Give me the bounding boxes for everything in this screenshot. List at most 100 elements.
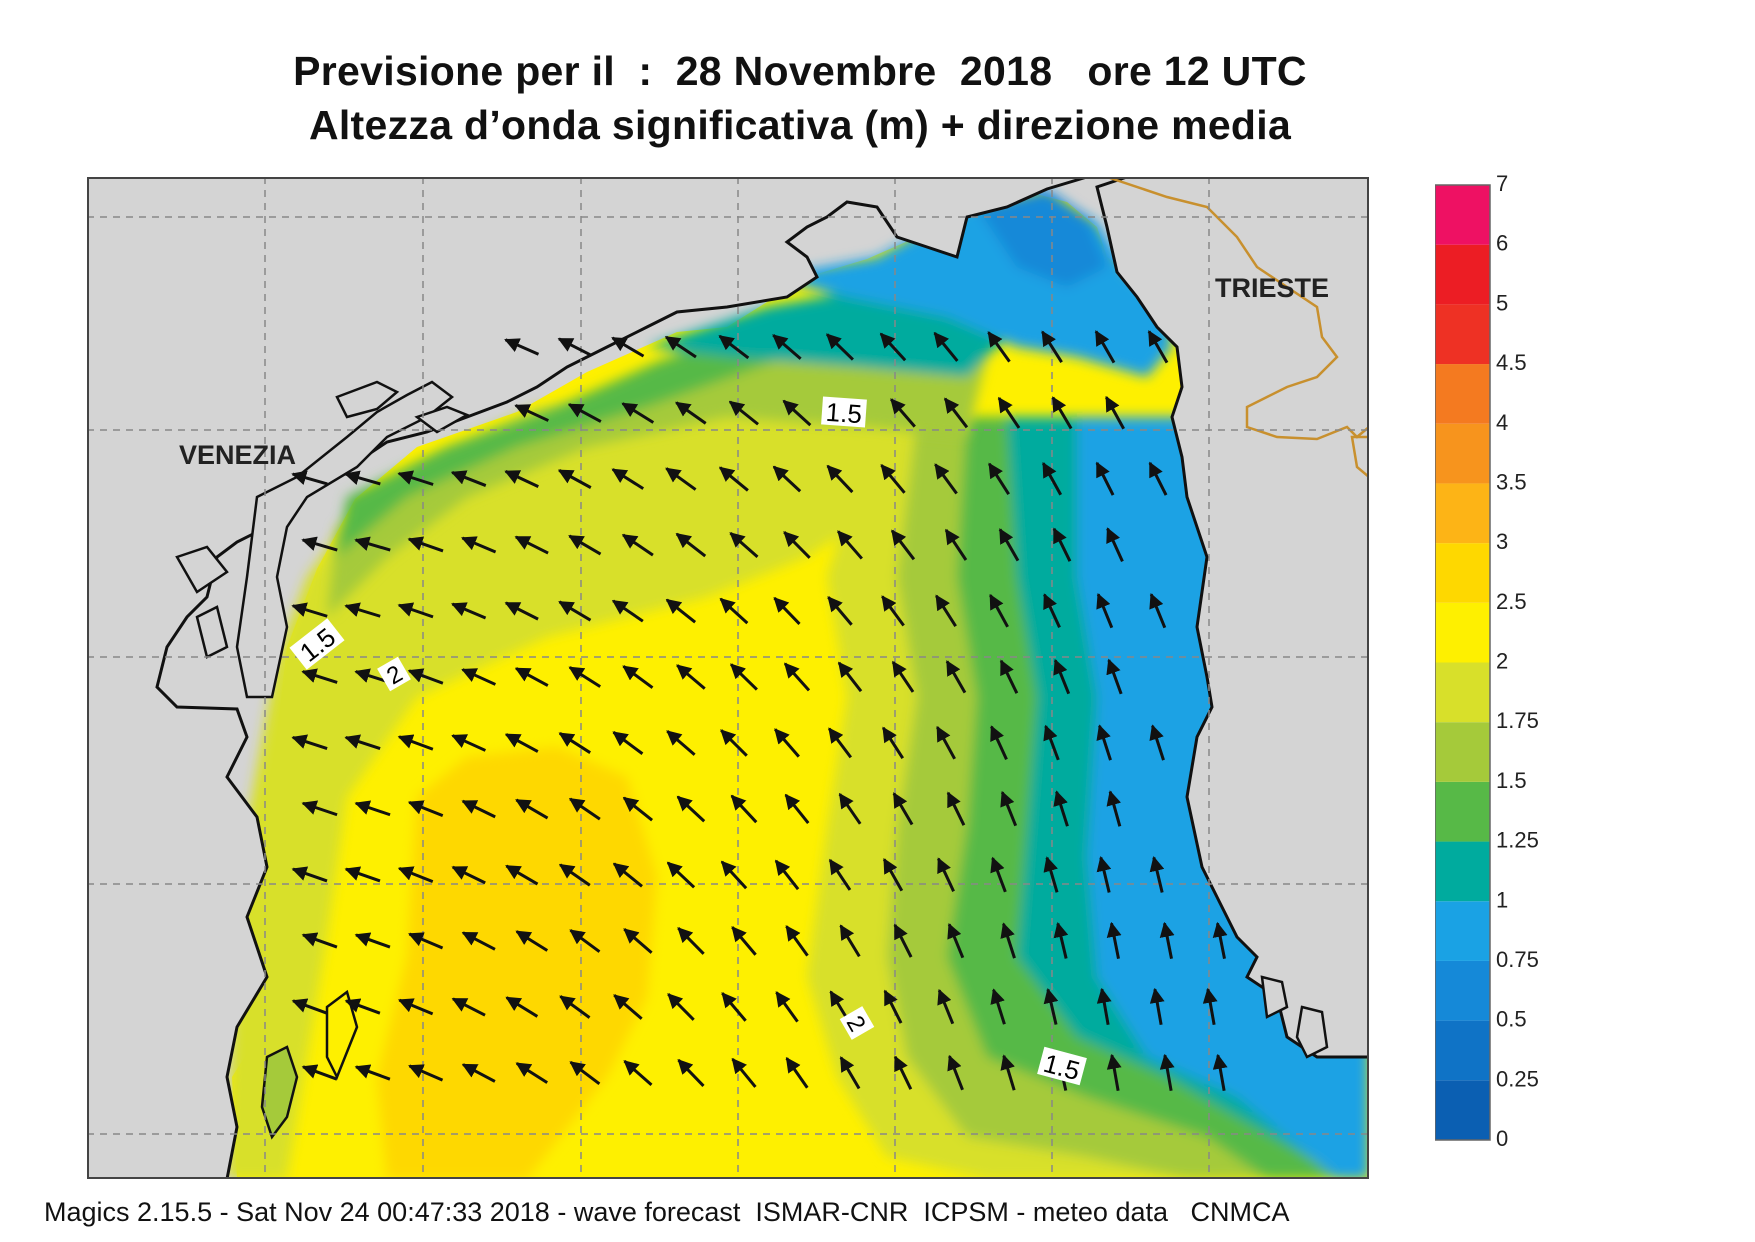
map-frame xyxy=(87,177,1369,1179)
wave-direction-arrow xyxy=(397,998,434,1016)
wave-direction-arrow xyxy=(827,596,853,626)
wave-direction-arrow xyxy=(621,402,655,424)
lagoon-island xyxy=(414,405,470,434)
wave-direction-arrow xyxy=(772,334,802,360)
legend-tick-label: 5 xyxy=(1496,290,1508,315)
legend-swatch xyxy=(1435,483,1490,544)
lagoon-island xyxy=(335,380,400,419)
wave-direction-arrow xyxy=(1053,922,1069,959)
legend-tick-label: 0.25 xyxy=(1496,1066,1539,1091)
wave-direction-arrow xyxy=(291,470,328,486)
legend-swatch xyxy=(1435,662,1490,723)
wave-direction-arrow xyxy=(987,331,1011,363)
legend-tick-label: 4 xyxy=(1496,410,1508,435)
wave-direction-arrow xyxy=(990,856,1007,893)
wave-direction-arrow xyxy=(397,734,434,751)
wave-direction-arrow xyxy=(407,536,444,553)
wave-direction-arrow xyxy=(1053,790,1069,827)
wave-direction-arrow xyxy=(937,988,955,1025)
wave-direction-arrow xyxy=(397,866,434,884)
wave-direction-arrow xyxy=(1105,395,1125,430)
wave-direction-arrow xyxy=(664,335,697,359)
wave-direction-arrow xyxy=(1202,987,1218,1025)
wave-direction-arrow xyxy=(838,792,862,825)
wave-direction-arrow xyxy=(675,532,707,558)
wave-direction-arrow xyxy=(408,932,444,950)
wave-direction-arrow xyxy=(947,1054,964,1091)
legend-swatch xyxy=(1435,304,1490,365)
wave-direction-arrow xyxy=(354,536,391,552)
contour-label: 1.5 xyxy=(821,396,867,429)
wave-direction-arrow xyxy=(451,997,486,1017)
wave-direction-arrow xyxy=(461,799,496,819)
contour-label-text: 1.5 xyxy=(825,397,863,429)
wave-direction-arrow xyxy=(839,924,861,958)
wave-direction-arrow xyxy=(408,1064,444,1082)
wave-direction-arrow xyxy=(461,1063,496,1083)
wave-direction-arrow xyxy=(784,793,810,824)
wave-direction-arrow xyxy=(988,462,1010,495)
wave-direction-arrow xyxy=(1053,658,1071,695)
wave-direction-arrow xyxy=(558,600,592,622)
wave-direction-arrow xyxy=(354,932,391,949)
wave-direction-arrow xyxy=(407,800,444,818)
wave-direction-arrow xyxy=(505,996,539,1018)
wave-direction-arrow xyxy=(557,469,592,489)
wave-direction-arrow xyxy=(558,732,591,754)
wave-direction-arrow xyxy=(677,927,705,955)
wave-direction-arrow xyxy=(1106,527,1124,563)
wave-direction-arrow xyxy=(504,470,539,488)
legend-swatch xyxy=(1435,185,1490,245)
wave-direction-arrow xyxy=(344,866,381,883)
wave-direction-arrow xyxy=(882,857,904,892)
legend-swatch xyxy=(1435,960,1490,1021)
wave-direction-arrow xyxy=(1148,461,1168,496)
wave-direction-arrow xyxy=(665,598,697,624)
wave-direction-arrow xyxy=(407,668,444,685)
wave-direction-arrow xyxy=(301,668,338,684)
wave-direction-arrow xyxy=(935,594,957,627)
wave-direction-arrow xyxy=(937,857,955,892)
wave-direction-arrow xyxy=(291,998,328,1015)
wave-direction-arrow xyxy=(301,1064,338,1081)
wave-direction-arrow xyxy=(773,596,801,625)
wave-direction-arrow xyxy=(569,1060,601,1086)
wave-direction-arrow xyxy=(461,536,497,554)
map-title: Previsione per il : 28 Novembre 2018 ore… xyxy=(293,48,1307,94)
wave-direction-arrow xyxy=(559,995,591,1019)
wave-direction-arrow xyxy=(1043,724,1060,761)
legend-tick-label: 0.75 xyxy=(1496,947,1539,972)
city-label-venezia: VENEZIA xyxy=(179,440,296,470)
wave-direction-arrow xyxy=(879,332,907,362)
wave-direction-arrow xyxy=(611,599,644,623)
wave-direction-arrow xyxy=(883,989,903,1024)
wave-direction-arrow xyxy=(943,397,969,429)
wave-direction-arrow xyxy=(890,529,916,561)
wave-direction-arrow xyxy=(934,463,958,495)
wave-direction-arrow xyxy=(611,336,645,358)
wave-direction-arrow xyxy=(827,727,853,759)
wave-direction-arrow xyxy=(999,659,1019,694)
wave-direction-arrow xyxy=(990,988,1006,1025)
wave-direction-arrow xyxy=(291,602,328,618)
legend-swatch xyxy=(1435,244,1490,305)
wave-direction-arrow xyxy=(828,858,852,891)
wave-direction-arrow xyxy=(515,1062,548,1084)
wave-direction-arrow xyxy=(1041,461,1063,496)
color-legend: 0 0.25 0.5 0.75 1 1.25 1.5 1.75 2 2.5 3 3.5 4 4.5 5 6 7 xyxy=(1435,175,1539,1151)
wave-direction-arrow xyxy=(568,797,601,821)
wave-direction-arrow xyxy=(946,791,966,826)
wave-direction-arrow xyxy=(1149,987,1165,1025)
wave-direction-arrow xyxy=(826,464,854,494)
wave-direction-arrow xyxy=(731,1057,757,1088)
land-east xyxy=(1095,177,1369,1059)
wave-direction-arrow xyxy=(291,734,328,751)
wave-direction-arrow xyxy=(301,932,338,949)
wave-direction-arrow xyxy=(719,597,749,625)
wave-direction-arrow xyxy=(450,470,487,487)
wave-direction-arrow xyxy=(676,795,706,823)
wave-direction-arrow xyxy=(1106,658,1123,695)
legend-swatch xyxy=(1435,841,1490,902)
legend-tick-label: 7 xyxy=(1496,175,1508,196)
wave-direction-arrow xyxy=(568,534,602,556)
